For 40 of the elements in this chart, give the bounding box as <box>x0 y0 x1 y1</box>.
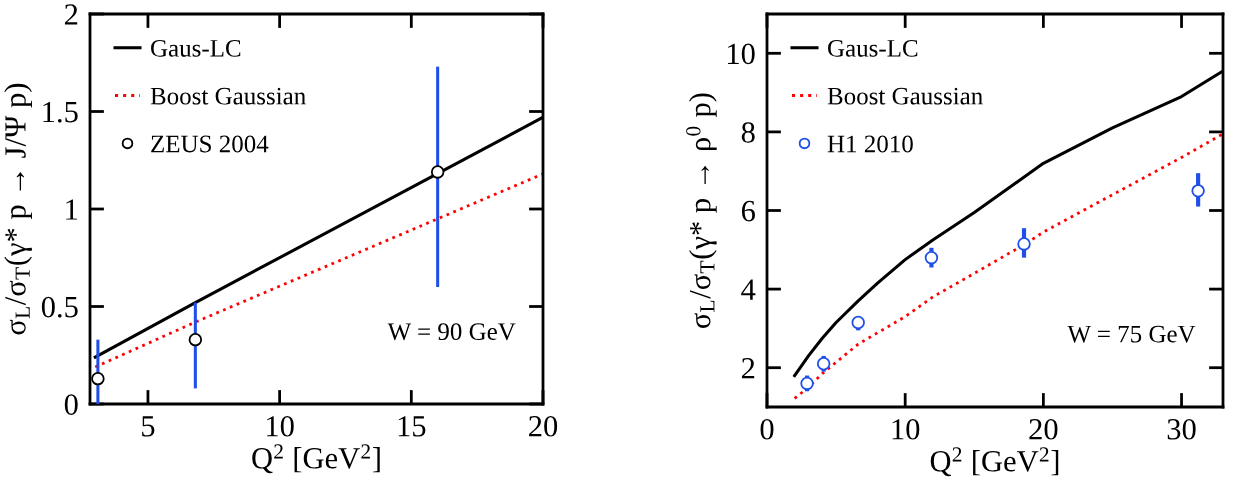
legend-label: ZEUS 2004 <box>151 135 269 153</box>
x-tick-label: 10 <box>892 418 920 440</box>
point <box>1191 184 1205 198</box>
x-tick-label: 20 <box>529 415 558 437</box>
y-tick-label: 10 <box>728 43 755 65</box>
legend-label: Gaus-LC <box>828 39 918 57</box>
legend-label: Gaus-LC <box>151 39 241 57</box>
point <box>816 357 831 371</box>
legend-label: Boost Gaussian <box>827 87 983 105</box>
point <box>851 315 865 330</box>
legend-label: H1 2010 <box>827 135 913 153</box>
legend-label: Boost Gaussian <box>150 87 306 105</box>
point <box>188 332 203 347</box>
y-tick-label: 0.5 <box>41 296 78 318</box>
x-tick-label: 5 <box>142 416 155 437</box>
y-tick-label: 1 <box>66 199 78 220</box>
y-axis-title: σ$_{L}$/σ$_{T}$(γ* p → ρ$^{0}$ p) <box>686 93 717 329</box>
y-tick-label: 6 <box>741 200 755 222</box>
x-tick-label: 15 <box>398 416 426 437</box>
x-tick-label: 20 <box>1029 418 1058 440</box>
x-tick-label: 10 <box>267 415 294 437</box>
point <box>800 376 814 391</box>
y-tick-label: 2 <box>741 358 755 379</box>
y-tick-label: 8 <box>741 122 755 143</box>
y-tick-label: 1.5 <box>43 101 78 123</box>
annotation: W = 75 GeV <box>1067 325 1196 343</box>
x-axis-title: Q$^{2}$ [GeV$^{2}$] <box>252 444 380 474</box>
x-axis-title: Q$^{2}$ [GeV$^{2}$] <box>930 447 1059 477</box>
annotation: W = 90 GeV <box>387 323 516 341</box>
point <box>91 371 105 386</box>
x-tick-label: 30 <box>1167 418 1196 440</box>
y-axis-title: σ$_{L}$/σ$_{T}$(γ* p → J/Ψ p) <box>4 83 32 335</box>
line-series <box>793 132 1223 400</box>
point <box>430 165 445 179</box>
y-tick-label: 2 <box>64 4 78 25</box>
x-tick-label: 0 <box>760 418 774 440</box>
y-tick-label: 0 <box>64 394 78 415</box>
y-tick-label: 4 <box>741 279 756 300</box>
point <box>1017 237 1031 251</box>
point <box>924 250 939 265</box>
